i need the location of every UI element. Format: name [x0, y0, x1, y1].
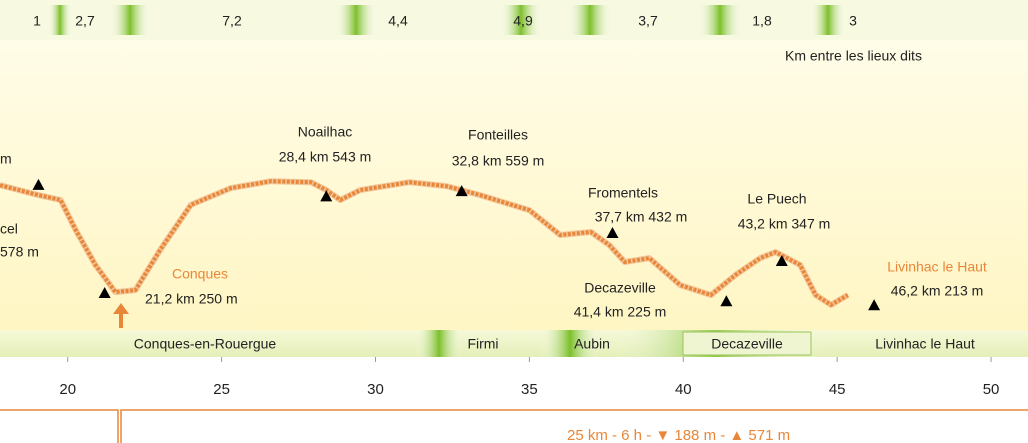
waypoint-marker [98, 287, 111, 299]
waypoint-label: 43,2 km 347 m [738, 216, 831, 232]
waypoint-marker [775, 255, 788, 267]
waypoint-name: Conques [172, 266, 228, 282]
segment-distance: 1,8 [752, 13, 772, 29]
x-tick-label: 25 [213, 381, 230, 398]
start-arrow [113, 303, 129, 328]
commune-band [0, 330, 1028, 357]
label-fragment: m [0, 151, 12, 167]
segment-distance: 4,9 [513, 13, 533, 29]
waypoint-marker [606, 226, 619, 238]
summary: 25 km - 6 h - ▼ 188 m - ▲ 571 m [567, 427, 790, 443]
commune-label: Livinhac le Haut [875, 336, 975, 352]
waypoint-name: Noailhac [298, 124, 352, 140]
segment-markers [48, 5, 846, 35]
waypoint-marker [455, 185, 468, 197]
plot-area [0, 40, 1028, 330]
segment-distance: 3,7 [638, 13, 658, 29]
x-tick-label: 20 [59, 381, 76, 398]
segment-distance: 3 [849, 13, 857, 29]
waypoint-marker [720, 295, 733, 307]
x-tick-label: 50 [983, 381, 1000, 398]
waypoint-name: Le Puech [747, 191, 806, 207]
waypoint-name: cel [0, 221, 18, 237]
summary-frame [0, 409, 1028, 443]
waypoint-label: 21,2 km 250 m [145, 291, 238, 307]
segment-distance: 2,7 [75, 13, 95, 29]
profile-line [0, 179, 849, 307]
waypoint-marker [868, 299, 881, 311]
x-tick-label: 40 [675, 381, 692, 398]
waypoint-name: Fromentels [588, 185, 658, 201]
waypoint-label: 37,7 km 432 m [595, 209, 688, 225]
waypoint-name: Decazeville [584, 280, 656, 296]
waypoint-label: 28,4 km 543 m [279, 149, 372, 165]
segment-distance: 1 [33, 13, 41, 29]
waypoint-label: 578 m [0, 244, 39, 260]
commune-label: Firmi [467, 336, 498, 352]
waypoint-label: 32,8 km 559 m [452, 153, 545, 169]
waypoint-marker [320, 190, 333, 202]
segments-caption: Km entre les lieux dits [785, 48, 922, 64]
x-tick-label: 45 [829, 381, 846, 398]
segment-distance: 7,2 [222, 13, 242, 29]
x-tick-label: 35 [521, 381, 538, 398]
commune-label: Conques-en-Rouergue [134, 336, 277, 352]
waypoint-name: Livinhac le Haut [887, 259, 987, 275]
waypoint-name: Fonteilles [468, 127, 528, 143]
commune-label: Aubin [574, 336, 610, 352]
x-tick-label: 30 [367, 381, 384, 398]
commune-markers [415, 330, 820, 357]
waypoint-label: 46,2 km 213 m [891, 283, 984, 299]
segment-distance: 4,4 [388, 13, 408, 29]
waypoint-label: 41,4 km 225 m [574, 304, 667, 320]
waypoint-marker [32, 178, 45, 190]
commune-label: Decazeville [711, 336, 783, 352]
